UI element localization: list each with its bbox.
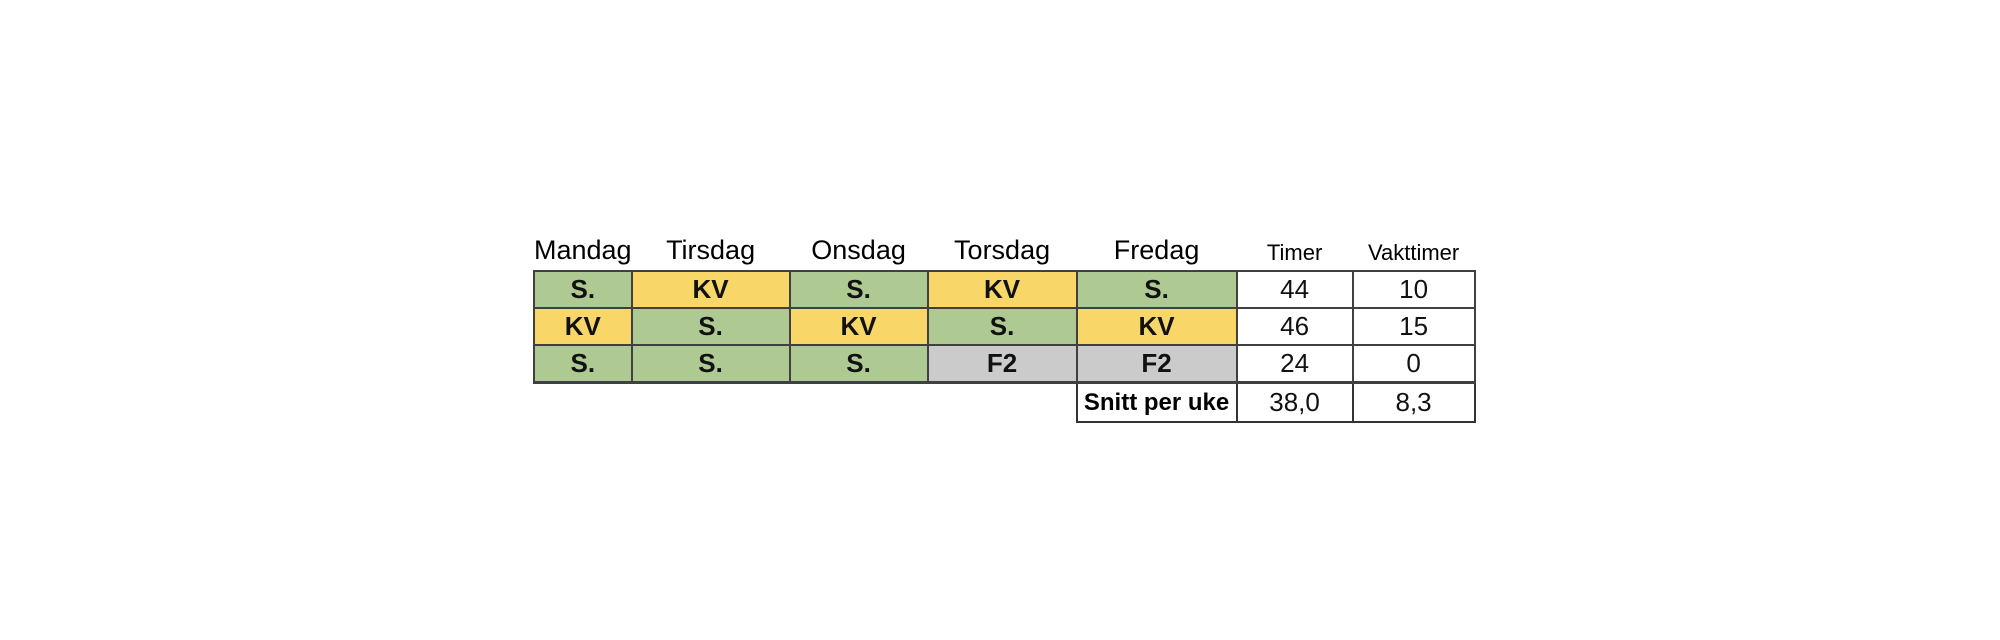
- empty-cell: [928, 383, 1077, 423]
- column-header-vakttimer: Vakttimer: [1367, 240, 1460, 265]
- column-header-torsdag: Torsdag: [954, 235, 1051, 265]
- shift-cell[interactable]: KV: [533, 307, 633, 346]
- column-header-timer: Timer: [1266, 240, 1323, 265]
- average-vakttimer-cell[interactable]: 8,3: [1351, 381, 1476, 423]
- shift-cell[interactable]: S.: [1075, 270, 1238, 309]
- shift-cell[interactable]: S.: [533, 344, 633, 384]
- shift-cell[interactable]: S.: [788, 270, 929, 309]
- schedule-table: Mandag Tirsdag Onsdag Torsdag Fredag Tim…: [533, 234, 1476, 423]
- vakttimer-cell[interactable]: 10: [1351, 270, 1476, 309]
- shift-cell[interactable]: KV: [630, 270, 791, 309]
- timer-cell[interactable]: 46: [1235, 307, 1354, 346]
- week-row-2: KV S. KV S. KV 46 15: [533, 307, 1476, 346]
- timer-cell[interactable]: 24: [1235, 344, 1354, 384]
- vakttimer-cell[interactable]: 15: [1351, 307, 1476, 346]
- empty-cell: [632, 383, 790, 423]
- shift-cell[interactable]: F2: [1075, 344, 1238, 384]
- average-timer-cell[interactable]: 38,0: [1235, 381, 1354, 423]
- empty-cell: [534, 383, 632, 423]
- timer-cell[interactable]: 44: [1235, 270, 1354, 309]
- week-row-1: S. KV S. KV S. 44 10: [533, 270, 1476, 309]
- shift-cell[interactable]: KV: [926, 270, 1078, 309]
- average-row: Snitt per uke 38,0 8,3: [534, 381, 1476, 423]
- shift-cell[interactable]: S.: [630, 307, 791, 346]
- shift-cell[interactable]: S.: [788, 344, 929, 384]
- column-header-tirsdag: Tirsdag: [666, 235, 756, 265]
- shift-cell[interactable]: KV: [1075, 307, 1238, 346]
- header-row: Mandag Tirsdag Onsdag Torsdag Fredag Tim…: [534, 234, 1475, 271]
- shift-cell[interactable]: F2: [926, 344, 1078, 384]
- column-header-fredag: Fredag: [1113, 235, 1200, 265]
- empty-cell: [790, 383, 928, 423]
- shift-cell[interactable]: KV: [788, 307, 929, 346]
- week-row-3: S. S. S. F2 F2 24 0: [533, 344, 1476, 384]
- average-label: Snitt per uke: [1075, 381, 1238, 423]
- column-header-onsdag: Onsdag: [811, 235, 906, 265]
- column-header-mandag: Mandag: [534, 235, 632, 265]
- shift-cell[interactable]: S.: [630, 344, 791, 384]
- shift-cell[interactable]: S.: [926, 307, 1078, 346]
- shift-cell[interactable]: S.: [533, 270, 633, 309]
- vakttimer-cell[interactable]: 0: [1351, 344, 1476, 384]
